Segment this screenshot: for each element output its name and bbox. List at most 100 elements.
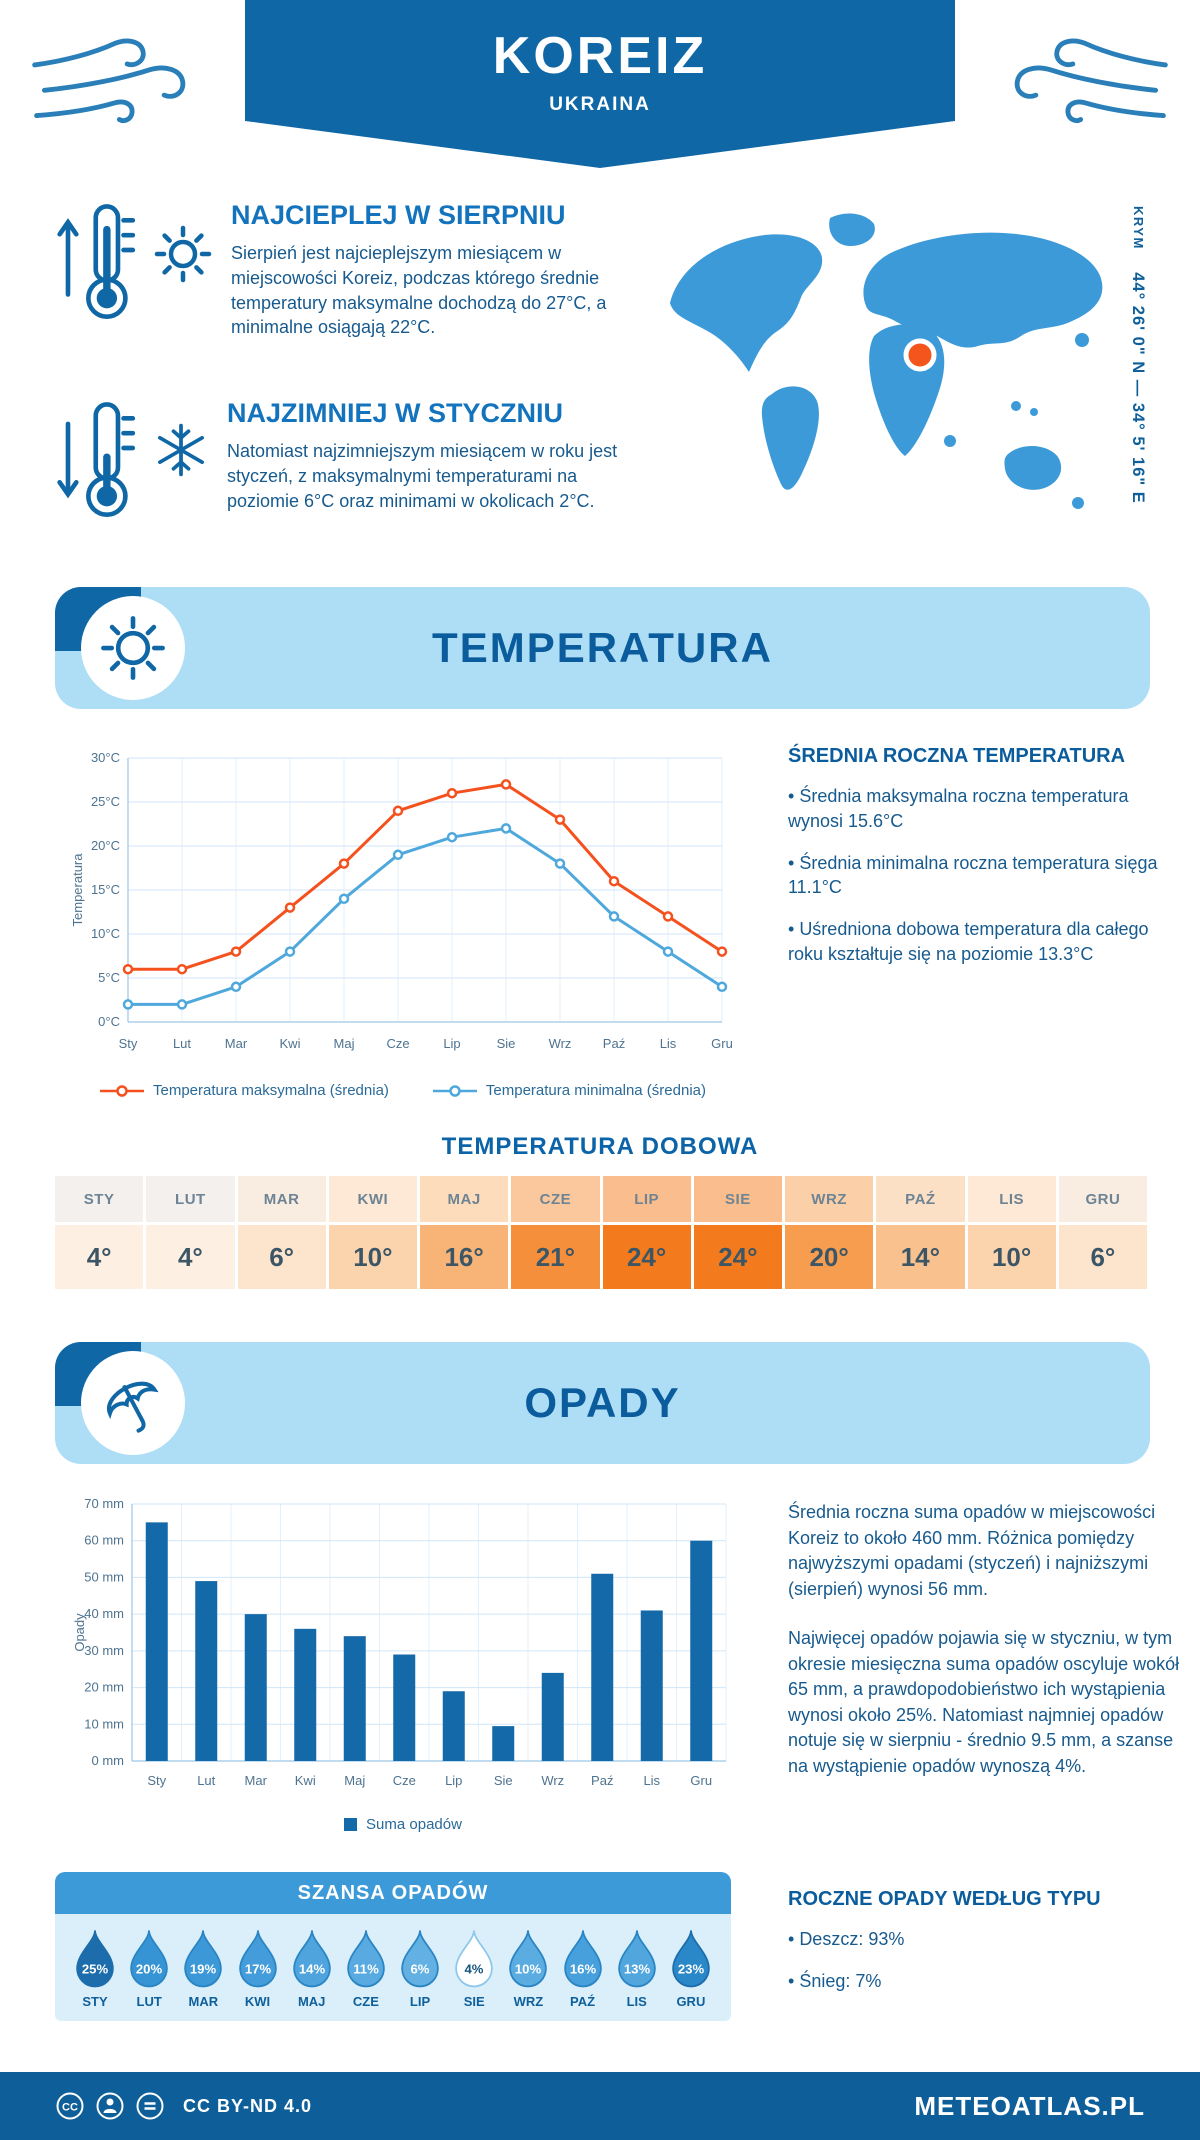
- svg-text:Cze: Cze: [393, 1773, 416, 1788]
- svg-text:5°C: 5°C: [98, 970, 120, 985]
- svg-text:25°C: 25°C: [91, 794, 120, 809]
- map-coordinates: KRYM 44° 26' 0" N — 34° 5' 16" E: [1128, 206, 1147, 636]
- svg-text:17%: 17%: [244, 1961, 271, 1976]
- legend-item-min-temp: Temperatura minimalna (średnia): [432, 1082, 706, 1099]
- svg-text:4%: 4%: [465, 1961, 484, 1976]
- svg-text:Sie: Sie: [497, 1036, 516, 1051]
- precipitation-chart-legend: Suma opadów: [68, 1816, 738, 1833]
- rain-chance-item: 13% LIS: [611, 1928, 663, 2009]
- coldest-icons: [55, 398, 211, 523]
- legend-label-max-temp: Temperatura maksymalna (średnia): [152, 1082, 389, 1099]
- daily-table-header: STY LUT MAR KWI MAJ CZE LIP SIE WRZ PAŹ LIS GRU: [55, 1176, 1147, 1222]
- svg-text:Lip: Lip: [445, 1773, 462, 1788]
- daily-table-month: LIS: [967, 1176, 1056, 1222]
- svg-text:Lis: Lis: [643, 1773, 660, 1788]
- svg-text:Maj: Maj: [344, 1773, 365, 1788]
- page-subtitle: UKRAINA: [549, 94, 651, 115]
- svg-text:Sty: Sty: [147, 1773, 166, 1788]
- temperature-chart-legend: Temperatura maksymalna (średnia) Tempera…: [68, 1082, 738, 1099]
- raindrop-icon: 13%: [617, 1930, 656, 1988]
- daily-table-value: 24°: [602, 1225, 691, 1289]
- license-label: CC BY-ND 4.0: [183, 2095, 313, 2116]
- svg-text:Sie: Sie: [494, 1773, 513, 1788]
- legend-label-precip-sum: Suma opadów: [366, 1816, 462, 1833]
- rain-chance-month: CZE: [352, 1994, 379, 2009]
- legend-item-max-temp: Temperatura maksymalna (średnia): [99, 1082, 389, 1099]
- svg-text:Opady: Opady: [72, 1613, 87, 1652]
- svg-text:14%: 14%: [299, 1961, 326, 1976]
- temperature-summary: ŚREDNIA ROCZNA TEMPERATURA Średnia maksy…: [788, 745, 1180, 984]
- svg-text:50 mm: 50 mm: [84, 1569, 124, 1584]
- svg-text:6%: 6%: [411, 1961, 430, 1976]
- svg-text:Lis: Lis: [660, 1036, 677, 1051]
- wind-icon: [1014, 38, 1168, 124]
- raindrop-icon: 23%: [672, 1930, 710, 1988]
- raindrop-icon: 4%: [455, 1930, 493, 1988]
- precipitation-summary: Średnia roczna suma opadów w miejscowośc…: [788, 1500, 1184, 1803]
- precipitation-paragraph: Najwięcej opadów pojawia się w styczniu,…: [788, 1628, 1180, 1776]
- daily-table-month: STY: [55, 1176, 144, 1222]
- rain-chance-item: 14% MAJ: [286, 1928, 338, 2009]
- raindrop-icon: 20%: [130, 1930, 168, 1988]
- temperature-bullet: Uśredniona dobowa temperatura dla całego…: [788, 917, 1180, 967]
- rain-chance-month: WRZ: [513, 1994, 544, 2009]
- warmest-month-block: NAJCIEPLEJ W SIERPNIU Sierpień jest najc…: [55, 200, 665, 340]
- temperature-line-chart: 0°C 5°C 10°C 15°C 20°C 25°C 30°C Sty Lut Mar Kwi Ma…: [70, 750, 733, 1051]
- rain-chance-month: MAJ: [297, 1994, 326, 2009]
- daily-table-value: 16°: [420, 1225, 509, 1289]
- rain-chance-month: LIS: [626, 1994, 647, 2009]
- svg-text:Sty: Sty: [119, 1036, 138, 1051]
- daily-table-value: 10°: [328, 1225, 417, 1289]
- svg-text:70 mm: 70 mm: [84, 1496, 124, 1511]
- legend-item-precip-sum: Suma opadów: [344, 1816, 462, 1833]
- svg-text:Mar: Mar: [245, 1773, 268, 1788]
- svg-text:60 mm: 60 mm: [84, 1533, 124, 1548]
- svg-text:20°C: 20°C: [91, 838, 120, 853]
- svg-text:20%: 20%: [136, 1961, 163, 1976]
- svg-text:10%: 10%: [515, 1961, 542, 1976]
- daily-table-month: KWI: [328, 1176, 417, 1222]
- world-map: [670, 213, 1103, 509]
- map-coords-label: 44° 26' 0" N — 34° 5' 16" E: [1129, 272, 1147, 504]
- daily-table-value: 4°: [55, 1225, 144, 1289]
- rain-chance-item: 4% SIE: [448, 1928, 500, 2009]
- svg-text:23%: 23%: [678, 1961, 705, 1976]
- daily-table-month: LIP: [602, 1176, 691, 1222]
- temperature-band-icon-circle: [81, 596, 185, 700]
- raindrop-icon: 19%: [184, 1930, 223, 1988]
- coldest-month-block: NAJZIMNIEJ W STYCZNIU Natomiast najzimni…: [55, 398, 665, 523]
- svg-text:30°C: 30°C: [91, 750, 120, 765]
- line-sample-max: [99, 1084, 144, 1097]
- raindrop-icon: 16%: [563, 1930, 602, 1988]
- temperature-summary-title: ŚREDNIA ROCZNA TEMPERATURA: [788, 745, 1126, 767]
- precipitation-bar-chart: 0 mm 10 mm 20 mm 30 mm 40 mm 50 mm 60 mm 70 mm S…: [72, 1496, 727, 1788]
- raindrop-icon: 10%: [509, 1930, 548, 1988]
- svg-text:40 mm: 40 mm: [84, 1606, 124, 1621]
- warmest-icons: [55, 200, 215, 325]
- sun-icon: [101, 616, 165, 680]
- rain-chance-item: 10% WRZ: [502, 1928, 554, 2009]
- rain-chance-drops: 25% STY 20% LUT 19% MAR 17% KWI 14% MAJ 11% CZE 6% LI…: [55, 1914, 731, 2021]
- svg-text:Gru: Gru: [711, 1036, 733, 1051]
- location-marker: [903, 338, 937, 372]
- precipitation-type-bullet: Śnieg: 7%: [788, 1969, 1180, 1994]
- umbrella-icon: [106, 1381, 159, 1433]
- daily-table-value: 4°: [146, 1225, 235, 1289]
- svg-text:Wrz: Wrz: [549, 1036, 572, 1051]
- coldest-title: NAJZIMNIEJ W STYCZNIU: [227, 398, 564, 428]
- precipitation-section-band: OPADY: [55, 1342, 1150, 1464]
- temperature-section-title: TEMPERATURA: [432, 624, 773, 671]
- raindrop-icon: 17%: [238, 1930, 277, 1988]
- cc-by-person-icon: [96, 2092, 124, 2120]
- svg-text:Cze: Cze: [386, 1036, 409, 1051]
- svg-text:0°C: 0°C: [98, 1014, 120, 1029]
- thermometer-up-icon: [57, 204, 136, 319]
- svg-text:Lip: Lip: [443, 1036, 460, 1051]
- page-title: KOREIZ: [492, 27, 708, 85]
- svg-text:13%: 13%: [624, 1961, 651, 1976]
- svg-text:Lut: Lut: [197, 1773, 215, 1788]
- cc-icon: CC: [56, 2092, 84, 2120]
- legend-label-min-temp: Temperatura minimalna (średnia): [485, 1082, 706, 1099]
- svg-text:Gru: Gru: [690, 1773, 712, 1788]
- svg-text:Lut: Lut: [173, 1036, 191, 1051]
